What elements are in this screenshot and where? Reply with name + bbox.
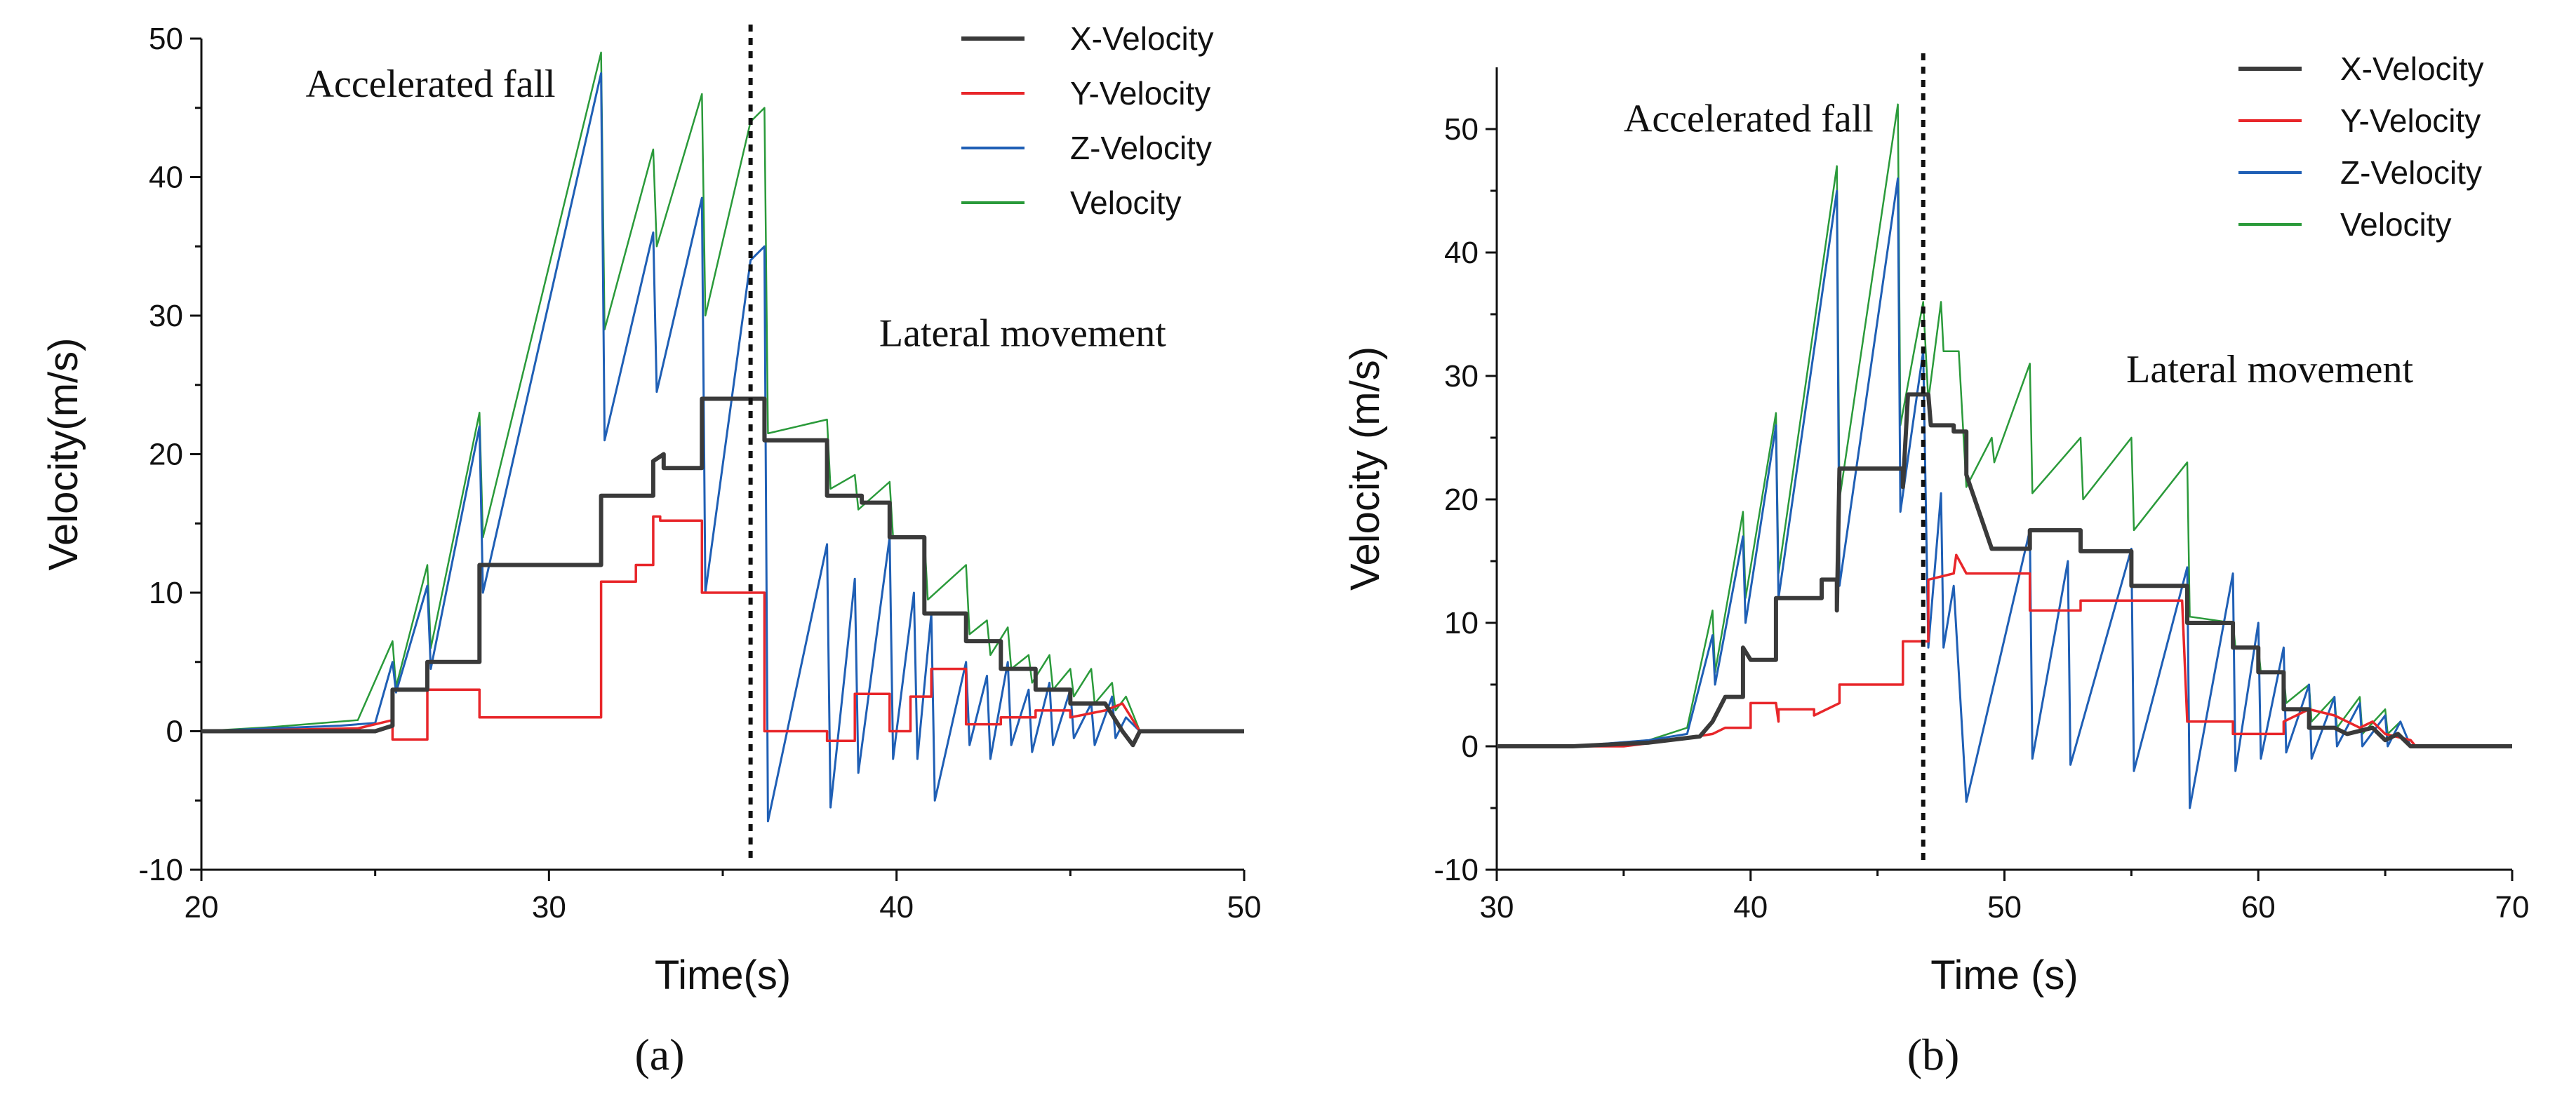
legend-label: Z-Velocity [2340, 154, 2482, 191]
legend-label: Z-Velocity [1070, 130, 1212, 166]
series-z-velocity-line [1497, 177, 2512, 809]
phase-annotation: Accelerated fall [306, 62, 556, 106]
y-tick-label: 0 [1462, 729, 1479, 764]
legend: X-Velocity Y-Velocity Z-Velocity Velocity [961, 20, 1214, 221]
x-axis-label: Time(s) [655, 953, 791, 998]
legend-label: X-Velocity [2340, 51, 2484, 87]
legend-label: X-Velocity [1070, 20, 1214, 57]
chart-a: 20 30 40 50 -10 0 10 20 30 40 50 Time(s) Velocity(m/… [41, 20, 1261, 1079]
y-tick-label: 30 [1444, 359, 1479, 393]
y-tick-label: 40 [149, 161, 183, 195]
y-tick-label: 30 [149, 299, 183, 333]
x-tick-label: 50 [1987, 890, 2022, 924]
phase-annotation: Lateral movement [2126, 348, 2413, 391]
x-tick-label: 40 [1733, 890, 1768, 924]
phase-annotation: Accelerated fall [1624, 97, 1874, 141]
x-tick-label: 40 [879, 890, 914, 924]
y-tick-label: 10 [149, 576, 183, 610]
legend-label: Velocity [1070, 184, 1182, 221]
x-tick-label: 20 [185, 890, 219, 924]
y-tick-label: 20 [149, 438, 183, 472]
panel-label: (b) [1907, 1030, 1960, 1079]
chart-b: 30 40 50 60 70 -10 0 10 20 30 40 50 Time (s) Velocity… [1342, 51, 2529, 1079]
x-axis-label: Time (s) [1930, 953, 2078, 998]
series-y-velocity-line [1497, 553, 2512, 748]
legend: X-Velocity Y-Velocity Z-Velocity Velocity [2238, 51, 2484, 243]
legend-label: Velocity [2340, 206, 2452, 243]
y-axis-label: Velocity (m/s) [1342, 346, 1388, 591]
series-y-velocity-line [201, 515, 1244, 743]
y-tick-label: 40 [1444, 236, 1479, 270]
series-velocity-line [1497, 103, 2512, 748]
y-tick-label: -10 [138, 853, 183, 887]
legend-label: Y-Velocity [2340, 102, 2481, 139]
y-tick-label: 10 [1444, 606, 1479, 640]
y-tick-label: -10 [1434, 853, 1479, 887]
legend-label: Y-Velocity [1070, 75, 1210, 112]
x-tick-label: 70 [2495, 890, 2530, 924]
y-tick-label: 0 [166, 715, 183, 749]
y-tick-label: 50 [1444, 112, 1479, 147]
x-tick-label: 30 [532, 890, 566, 924]
panel-label: (a) [634, 1030, 684, 1079]
x-tick-label: 50 [1227, 890, 1262, 924]
y-axis-label: Velocity(m/s) [41, 338, 86, 571]
phase-annotation: Lateral movement [879, 311, 1166, 355]
series-x-velocity-line [1497, 392, 2512, 748]
series-x-velocity-line [201, 396, 1244, 748]
x-tick-label: 60 [2241, 890, 2276, 924]
x-tick-label: 30 [1480, 890, 1514, 924]
y-tick-label: 50 [149, 22, 183, 56]
y-tick-label: 20 [1444, 483, 1479, 517]
